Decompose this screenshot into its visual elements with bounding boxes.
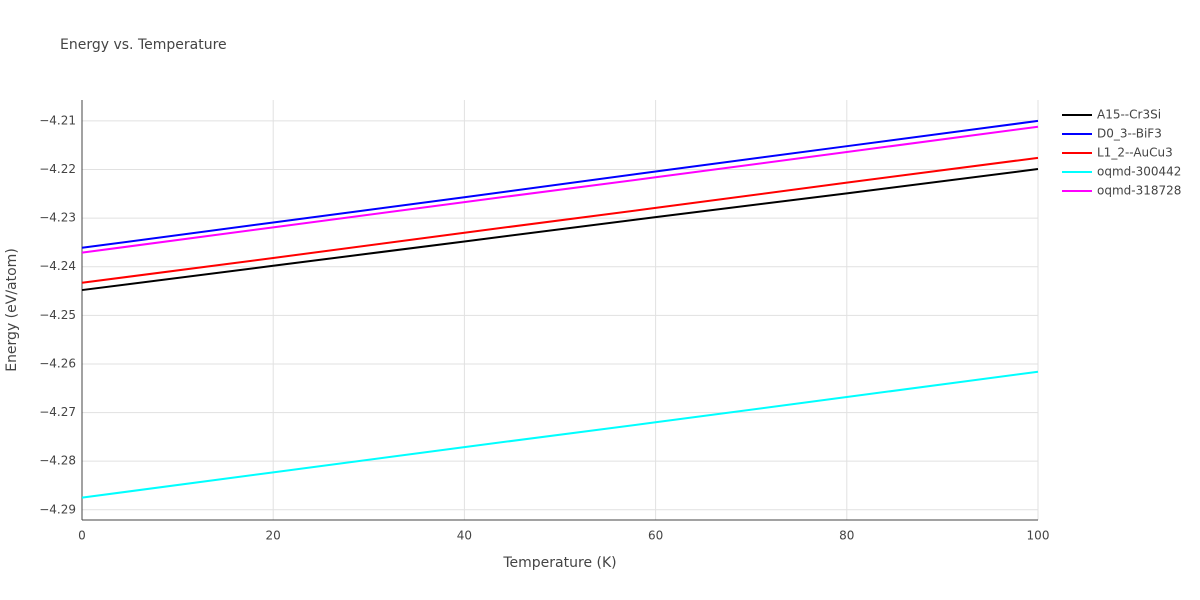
x-tick-label: 80 <box>839 529 854 543</box>
legend-label: oqmd-318728 <box>1097 184 1181 198</box>
y-tick-label: −4.21 <box>39 113 76 127</box>
x-tick-label: 100 <box>1027 529 1050 543</box>
y-tick-label: −4.29 <box>39 502 76 516</box>
legend-label: A15--Cr3Si <box>1097 108 1161 122</box>
legend-label: oqmd-300442 <box>1097 165 1181 179</box>
series-line <box>81 168 1039 292</box>
series-line <box>81 156 1039 284</box>
y-tick-label: −4.23 <box>39 211 76 225</box>
series-line <box>81 119 1039 249</box>
y-tick-label: −4.26 <box>39 356 76 370</box>
y-tick-label: −4.24 <box>39 259 76 273</box>
x-axis-title: Temperature (K) <box>502 555 616 571</box>
y-tick-label: −4.22 <box>39 162 76 176</box>
y-axis-title: Energy (eV/atom) <box>4 248 20 372</box>
x-tick-label: 20 <box>266 529 281 543</box>
x-tick-label: 40 <box>457 529 472 543</box>
y-tick-label: −4.28 <box>39 454 76 468</box>
legend-label: D0_3--BiF3 <box>1097 127 1162 141</box>
x-tick-label: 60 <box>648 529 663 543</box>
legend-label: L1_2--AuCu3 <box>1097 146 1173 160</box>
series-line <box>81 370 1039 499</box>
x-tick-label: 0 <box>78 529 86 543</box>
y-tick-label: −4.27 <box>39 405 76 419</box>
chart-title: Energy vs. Temperature <box>60 37 227 53</box>
y-tick-label: −4.25 <box>39 308 76 322</box>
series-line <box>81 125 1039 254</box>
